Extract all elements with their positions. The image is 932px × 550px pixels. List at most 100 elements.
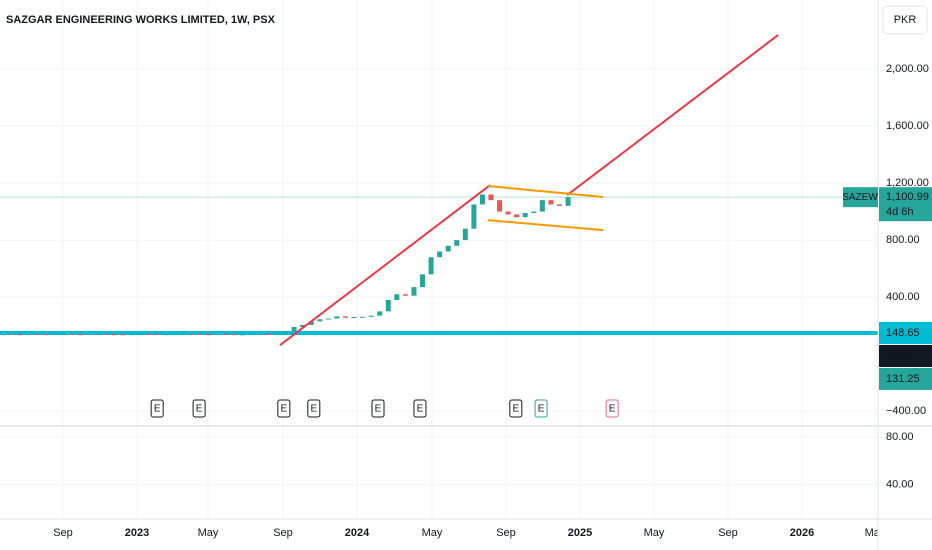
price-tag [879,367,932,390]
earnings-marker [605,399,619,418]
candle-body [411,287,417,296]
currency-label[interactable]: PKR [894,14,917,26]
candle-body [103,333,109,335]
earnings-label: E [417,404,424,415]
candle-body [9,334,15,336]
y-tick-label: 1,200.00 [886,177,929,189]
candle-body [342,316,348,318]
price-axis [878,0,932,550]
candle-body [479,194,485,205]
candle-body [171,334,177,336]
earnings-label: E [154,404,161,415]
x-tick-label: 2025 [568,527,592,539]
candle-body [188,333,194,335]
candle-body [120,334,126,336]
candle-body [197,333,203,335]
candle-body [146,333,152,335]
x-tick-label: Sep [496,527,516,539]
candle-body [531,211,537,213]
earnings-marker [509,399,523,418]
candle-body [51,334,57,336]
candle-body [60,333,66,335]
symbol-tag [843,187,878,208]
candle-body [308,321,314,325]
candle-body [420,274,426,288]
earnings-marker [534,399,548,418]
x-tick-label: May [198,527,219,539]
plot-area: Sep 2023 May Sep 2024 May Sep 2025 May Sep 2026 May… [0,0,886,539]
trendline [487,219,604,232]
x-tick-label: 2024 [345,527,370,539]
candle-body [240,334,246,336]
earnings-marker [150,399,164,418]
x-tick-label: May [422,527,443,539]
candle-body [231,334,237,336]
candle-body [214,334,220,336]
candle-body [180,333,186,335]
candle-body [300,324,306,328]
candle-body [257,333,263,335]
earnings-label: E [375,404,382,415]
y-tick-label: 1,600.00 [886,120,929,132]
candle-body [86,334,92,336]
candle-body [360,316,366,318]
hline-tag [879,321,932,344]
earnings-label: E [512,404,519,415]
axis-layer: −400.00 400.00 800.00 1,200.00 1,600.00 2,000… [842,63,932,491]
price-tag-label: 1,100.99 [886,191,929,203]
candle-body [522,212,528,218]
candle-body [368,315,374,317]
candle-body [445,245,451,252]
candle-body [163,334,169,336]
candle-body [26,333,32,335]
candle-body [514,214,520,218]
candle-body [0,334,6,336]
candle-body [497,200,503,212]
earnings-label: E [538,404,545,415]
earnings-marker [307,399,321,418]
price-tag-label: 143.67 [886,350,920,362]
y-tick-label: 800.00 [886,234,920,246]
chart-title: SAZGAR ENGINEERING WORKS LIMITED, 1W, PS… [6,14,276,26]
candle-body [43,334,49,336]
y-tick-label: 400.00 [886,291,920,303]
price-tag [879,187,932,222]
hline-tag-label: 148.65 [886,327,920,339]
symbol-label: SAZEW [842,192,878,203]
candle-body [428,257,434,275]
candle-body [274,333,280,335]
earnings-marker [277,399,291,418]
candle-body [111,334,117,336]
candle-body [539,200,545,212]
earnings-label: E [310,404,317,415]
candle-body [291,327,297,332]
x-tick-label: May [644,527,665,539]
candle-body [317,319,323,322]
candle-body [385,299,391,312]
candle-body [402,294,408,296]
candle-body [377,311,383,316]
earnings-label: E [196,404,203,415]
candle-body [462,228,468,241]
y-tick-label: 80.00 [886,431,914,443]
candle-body [206,334,212,336]
candle-body [128,334,134,336]
candle-body [34,333,40,335]
candle-body [556,204,562,206]
candle-body [565,197,571,206]
candle-body [394,294,400,300]
candle-body [454,240,460,246]
countdown-label: 4d 6h [886,206,914,218]
x-tick-label: 2026 [790,527,814,539]
candle-body [154,334,160,336]
candle-body [283,331,289,334]
earnings-marker [413,399,427,418]
earnings-label: E [609,404,616,415]
earnings-label: E [281,404,288,415]
candle-body [94,333,100,335]
candle-body [351,317,357,319]
currency-button[interactable] [882,5,928,35]
candle-body [17,334,23,336]
